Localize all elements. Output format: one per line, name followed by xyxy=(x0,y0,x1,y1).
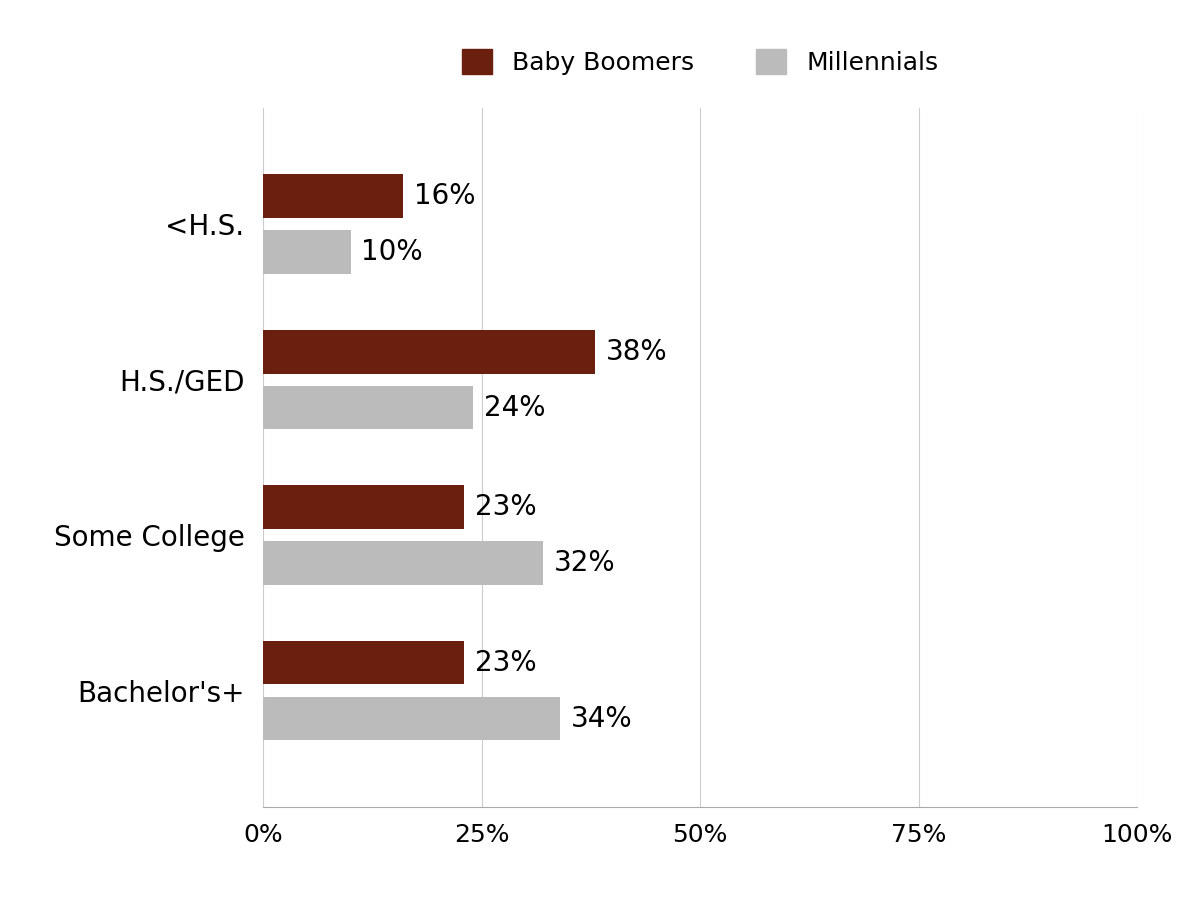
Bar xyxy=(263,485,464,529)
Text: 16%: 16% xyxy=(414,182,475,210)
Text: 23%: 23% xyxy=(475,649,536,676)
Text: 23%: 23% xyxy=(475,493,536,521)
Bar xyxy=(263,175,403,218)
Bar xyxy=(263,542,543,585)
Bar xyxy=(263,641,464,684)
Bar xyxy=(263,697,560,740)
Bar xyxy=(263,386,473,430)
Text: 38%: 38% xyxy=(606,338,668,366)
Text: 34%: 34% xyxy=(571,705,632,733)
Legend: Baby Boomers, Millennials: Baby Boomers, Millennials xyxy=(449,36,952,87)
Text: 24%: 24% xyxy=(484,394,545,422)
Text: 10%: 10% xyxy=(361,239,423,266)
Bar xyxy=(263,330,595,373)
Bar xyxy=(263,231,351,274)
Text: 32%: 32% xyxy=(553,549,615,577)
